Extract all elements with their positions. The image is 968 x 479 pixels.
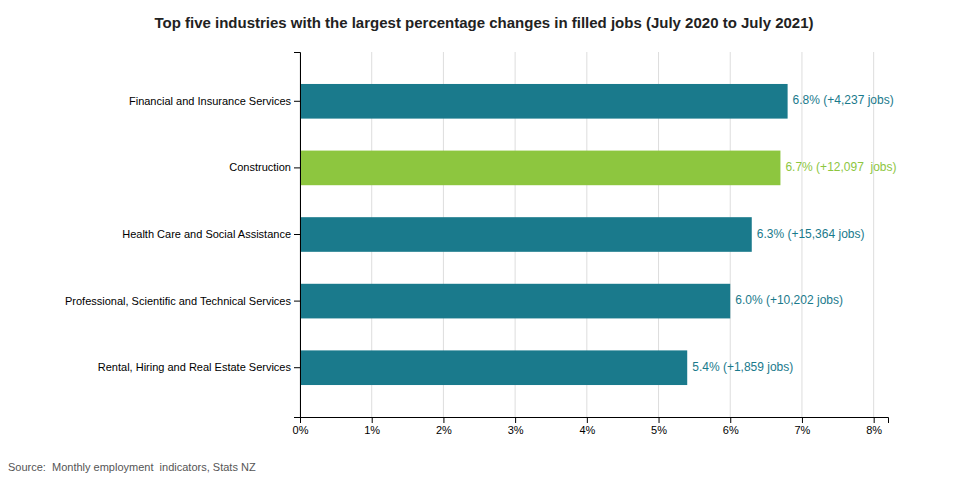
x-tick: 3% — [508, 417, 524, 436]
x-tick-mark — [730, 417, 731, 423]
x-tick-mark — [659, 417, 660, 423]
y-tick-label: Rental, Hiring and Real Estate Services — [98, 361, 292, 373]
data-label: 6.3% (+15,364 jobs) — [757, 227, 865, 241]
x-tick-mark — [802, 417, 803, 423]
chart-title: Top five industries with the largest per… — [154, 14, 813, 31]
y-tick: Professional, Scientific and Technical S… — [65, 295, 300, 307]
x-axis: 0% 1% 2% 3% 4% 5% 6% 7% 8% — [293, 417, 889, 436]
x-tick-label: 7% — [794, 424, 810, 436]
y-tick-label: Health Care and Social Assistance — [122, 228, 291, 240]
data-label: 5.4% (+1,859 jobs) — [692, 360, 793, 374]
x-tick: 7% — [794, 417, 810, 436]
y-tick-mark — [294, 367, 300, 368]
x-tick-mark — [874, 417, 875, 423]
y-tick-mark — [294, 167, 300, 168]
x-tick: 5% — [651, 417, 667, 436]
x-tick: 1% — [364, 417, 380, 436]
y-axis: Rental, Hiring and Real Estate Services P… — [65, 53, 301, 418]
x-axis-line — [301, 418, 889, 424]
data-label: 6.7% (+12,097 jobs) — [785, 160, 896, 174]
data-label: 6.0% (+10,202 jobs) — [735, 293, 843, 307]
x-tick: 6% — [723, 417, 739, 436]
x-tick-label: 2% — [436, 424, 452, 436]
x-tick-label: 0% — [293, 424, 309, 436]
y-tick: Health Care and Social Assistance — [122, 228, 300, 240]
x-tick: 2% — [436, 417, 452, 436]
y-tick-label: Professional, Scientific and Technical S… — [65, 295, 292, 307]
x-tick-mark — [515, 417, 516, 423]
x-tick-label: 8% — [866, 424, 882, 436]
x-tick-mark — [587, 417, 588, 423]
chart-container: Top five industries with the largest per… — [0, 0, 968, 479]
x-tick: 8% — [866, 417, 882, 436]
bar — [300, 217, 752, 252]
bar — [300, 151, 780, 186]
x-tick: 4% — [579, 417, 595, 436]
y-axis-line — [294, 53, 301, 418]
bar — [300, 350, 687, 385]
bar — [300, 84, 788, 119]
x-tick-label: 3% — [508, 424, 524, 436]
x-tick-label: 4% — [579, 424, 595, 436]
y-tick-mark — [294, 301, 300, 302]
y-tick-mark — [294, 101, 300, 102]
y-tick-label: Construction — [229, 161, 291, 173]
data-labels: 5.4% (+1,859 jobs) 6.0% (+10,202 jobs) 6.3… — [692, 93, 896, 373]
x-tick: 0% — [293, 417, 309, 436]
data-label: 6.8% (+4,237 jobs) — [793, 93, 894, 107]
x-tick-label: 1% — [364, 424, 380, 436]
x-tick-mark — [443, 417, 444, 423]
bar — [300, 284, 730, 319]
x-tick-label: 6% — [723, 424, 739, 436]
annotation: Source: Monthly employment indicators, S… — [8, 461, 256, 473]
bars — [300, 84, 788, 385]
x-tick-mark — [372, 417, 373, 423]
plot-area: 5.4% (+1,859 jobs) 6.0% (+10,202 jobs) 6.3… — [65, 52, 897, 436]
y-tick: Rental, Hiring and Real Estate Services — [98, 361, 300, 373]
y-tick-mark — [294, 234, 300, 235]
y-tick: Construction — [229, 161, 300, 173]
grid — [300, 52, 874, 417]
y-tick-label: Financial and Insurance Services — [129, 95, 292, 107]
x-tick-label: 5% — [651, 424, 667, 436]
chart-svg: Top five industries with the largest per… — [0, 0, 968, 479]
y-tick: Financial and Insurance Services — [129, 95, 300, 107]
